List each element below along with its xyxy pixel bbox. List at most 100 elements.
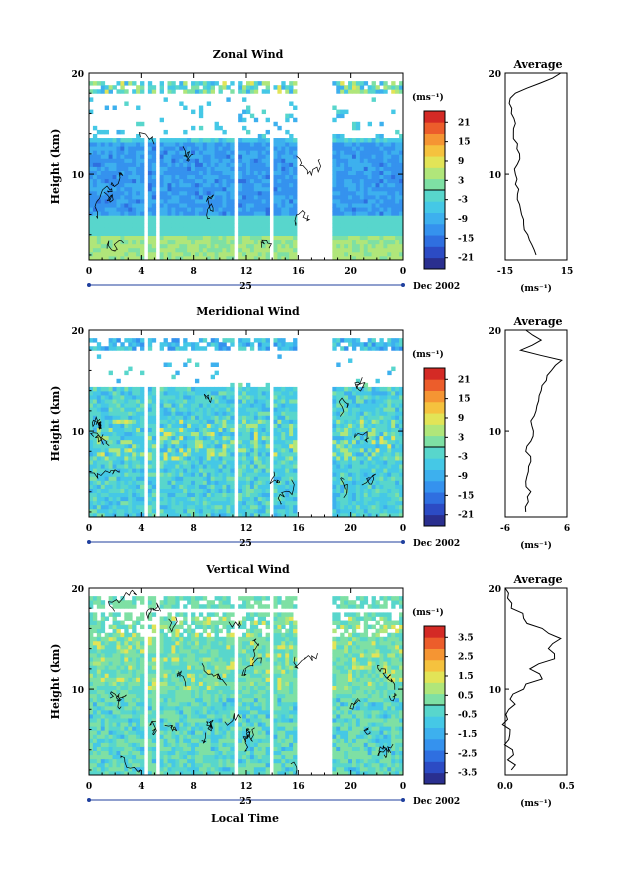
heatmap-cell [218, 215, 223, 220]
heatmap-cell [112, 431, 117, 437]
heatmap-cell [257, 476, 263, 481]
heatmap-cell [399, 178, 404, 184]
heatmap-cell [387, 247, 392, 253]
heatmap-cell [332, 407, 337, 412]
heatmap-cell [344, 447, 349, 453]
heatmap-cell [238, 247, 243, 253]
heatmap-cell [120, 182, 125, 188]
heatmap-cell [222, 154, 227, 159]
heatmap-cell [214, 162, 219, 167]
heatmap-cell [253, 247, 259, 253]
heatmap-cell [179, 427, 184, 433]
heatmap-cell [363, 496, 369, 502]
heatmap-cell [191, 456, 196, 461]
heatmap-cell [379, 451, 384, 457]
heatmap-cell [348, 207, 353, 212]
heatmap-cell [363, 419, 369, 424]
heatmap-cell [367, 472, 373, 477]
heatmap-cell [281, 146, 286, 151]
heatmap-cell [100, 738, 106, 743]
heatmap-cell [96, 500, 102, 506]
heatmap-cell [116, 251, 121, 257]
heatmap-cell [92, 435, 98, 441]
average-frame [504, 329, 568, 518]
heatmap-cell [183, 194, 188, 200]
heatmap-cell [261, 342, 267, 347]
heatmap-cell [261, 508, 267, 514]
heatmap-cell [104, 162, 110, 167]
heatmap-cell [344, 480, 349, 485]
heatmap-cell [171, 500, 176, 506]
heatmap-cell [132, 460, 137, 465]
heatmap-cell [194, 186, 200, 192]
contour-line [103, 191, 114, 203]
heatmap-cell [167, 504, 172, 510]
heatmap-cell [238, 162, 243, 167]
heatmap-cell [293, 182, 298, 188]
heatmap-cell [112, 480, 117, 485]
contour-line [89, 469, 120, 480]
heatmap-cell [96, 223, 102, 228]
heatmap-cell [151, 435, 157, 441]
heatmap-cell [344, 203, 349, 208]
heatmap-cell [344, 199, 349, 204]
heatmap-cell [151, 89, 157, 94]
heatmap-cell [371, 150, 376, 155]
heatmap-cell [336, 443, 341, 449]
heatmap-cell [112, 342, 117, 347]
heatmap-cell [249, 146, 255, 151]
heatmap-cell [96, 178, 102, 184]
heatmap-cell [120, 247, 125, 253]
heatmap-cell [163, 182, 168, 188]
heatmap-cell [202, 178, 208, 184]
heatmap-cell [112, 251, 117, 257]
heatmap-cell [253, 239, 259, 245]
heatmap-cell [359, 500, 365, 506]
heatmap-cell [253, 460, 259, 465]
heatmap-cell [253, 390, 259, 396]
heatmap-cell [183, 227, 188, 232]
heatmap-cell [124, 255, 129, 261]
heatmap-cell [218, 243, 223, 249]
heatmap-cell [359, 451, 365, 457]
heatmap-cell [399, 227, 404, 232]
heatmap-cell [132, 419, 137, 424]
heatmap-cell [238, 419, 243, 424]
heatmap-cell [285, 247, 290, 253]
heatmap-cell [92, 146, 98, 151]
heatmap-cell [210, 504, 216, 510]
heatmap-cell [89, 468, 94, 473]
heatmap-cell [151, 162, 157, 167]
heatmap-cell [257, 443, 263, 449]
heatmap-cell [336, 439, 341, 445]
heatmap-cell [399, 427, 404, 433]
heatmap-cell [246, 174, 251, 180]
heatmap-cell [96, 476, 102, 481]
heatmap-cell [387, 194, 392, 200]
heatmap-cell [261, 512, 267, 518]
heatmap-cell [92, 399, 98, 404]
heatmap-cell [210, 338, 216, 343]
heatmap-cell [359, 395, 365, 400]
heatmap-cell [222, 338, 227, 343]
heatmap-cell [249, 138, 255, 143]
heatmap-cell [265, 342, 270, 347]
heatmap-cell [348, 142, 353, 147]
heatmap-cell [242, 227, 247, 232]
heatmap-cell [136, 215, 141, 220]
heatmap-cell [363, 431, 369, 437]
heatmap-cell [348, 407, 353, 412]
heatmap-cell [171, 496, 176, 502]
heatmap-cell [222, 423, 227, 428]
heatmap-cell [206, 231, 212, 237]
heatmap-cell [124, 194, 129, 200]
heatmap-cell [116, 492, 121, 498]
heatmap-cell [371, 89, 376, 94]
heatmap-cell [289, 158, 294, 163]
heatmap-cell [100, 239, 106, 245]
heatmap-cell [355, 435, 361, 441]
heatmap-cell [391, 451, 396, 457]
heatmap-cell [187, 419, 192, 424]
heatmap-cell [226, 150, 231, 155]
heatmap-cell [246, 386, 251, 392]
